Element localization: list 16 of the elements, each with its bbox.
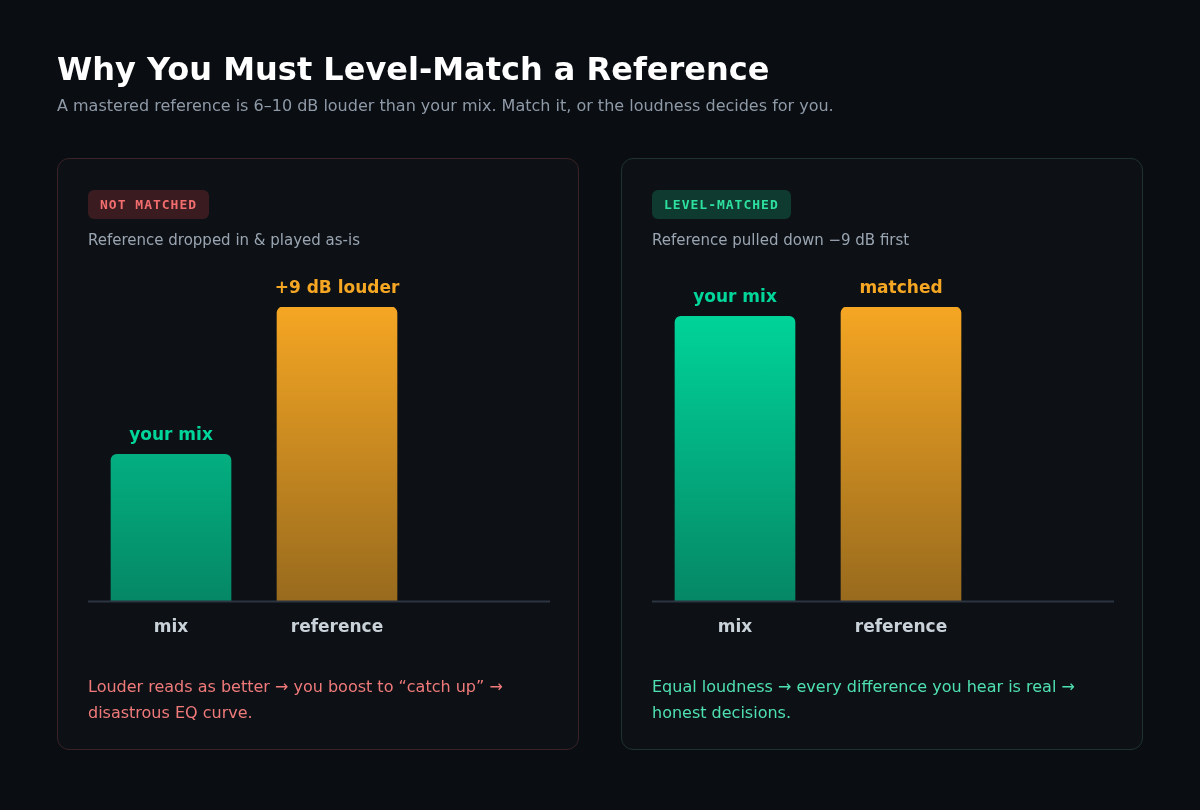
x-tick-label: reference [290, 616, 384, 637]
text: Why You Must Level-Match a Reference [57, 50, 771, 88]
x-tick-label: reference [854, 616, 948, 637]
annotation: +9 dB louder [274, 276, 400, 297]
x-tick-label: mix [153, 616, 189, 637]
annotation: your mix [693, 286, 777, 307]
text: Equal loudness → every difference you hear is real → honest decisions. [652, 676, 1076, 724]
chart-subtitle: Reference dropped in & played as-is [88, 231, 360, 249]
chart-title: LEVEL-MATCHED [652, 190, 791, 219]
x-tick-label: mix [717, 616, 753, 637]
annotation: your mix [129, 424, 213, 445]
text: A mastered reference is 6–10 dB louder than your mix. Match it, or the loudness decides for you. [57, 96, 834, 115]
text: Louder reads as better → you boost to “catch up” → disastrous EQ curve. [88, 676, 504, 724]
chart-title: NOT MATCHED [88, 190, 210, 219]
annotation: matched [859, 276, 943, 297]
chart-subtitle: Reference pulled down −9 dB first [652, 231, 910, 249]
